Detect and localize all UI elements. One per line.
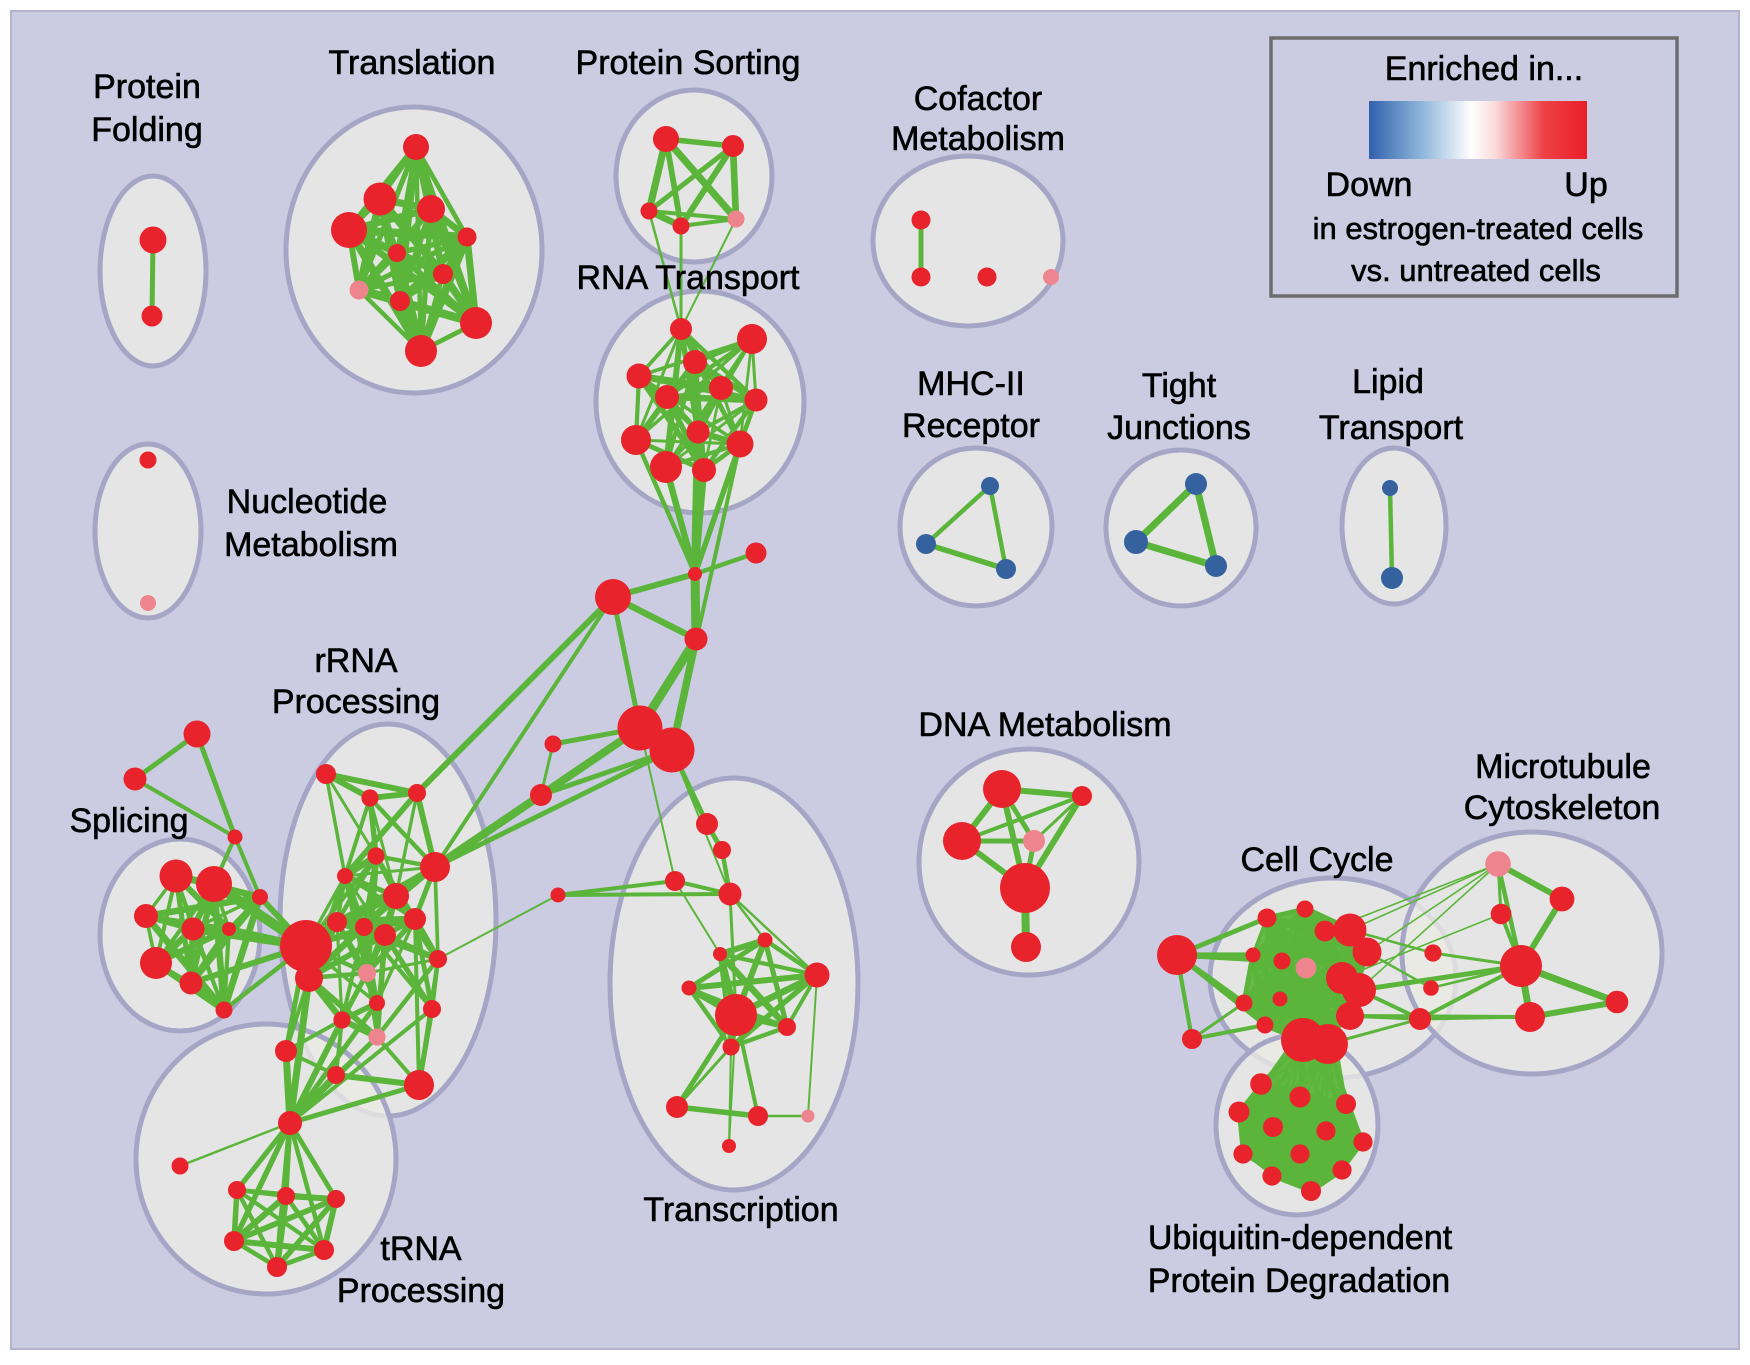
svg-text:MHC-II: MHC-II: [917, 365, 1025, 403]
svg-text:Metabolism: Metabolism: [891, 120, 1065, 158]
svg-text:Up: Up: [1564, 166, 1607, 204]
svg-text:Tight: Tight: [1142, 367, 1217, 405]
svg-text:rRNA: rRNA: [314, 642, 397, 680]
svg-text:Metabolism: Metabolism: [224, 526, 398, 564]
svg-text:Enriched in...: Enriched in...: [1385, 50, 1583, 88]
svg-text:Protein: Protein: [93, 68, 201, 106]
svg-text:Processing: Processing: [272, 683, 440, 721]
svg-text:Transcription: Transcription: [643, 1191, 838, 1229]
svg-text:vs. untreated cells: vs. untreated cells: [1351, 253, 1601, 288]
svg-text:Translation: Translation: [329, 44, 496, 82]
svg-text:Ubiquitin-dependent: Ubiquitin-dependent: [1148, 1219, 1453, 1257]
svg-text:Receptor: Receptor: [902, 407, 1040, 445]
svg-text:Cell Cycle: Cell Cycle: [1240, 841, 1393, 879]
svg-text:DNA Metabolism: DNA Metabolism: [918, 706, 1171, 744]
svg-text:Down: Down: [1326, 166, 1413, 204]
svg-text:in estrogen-treated cells: in estrogen-treated cells: [1313, 211, 1644, 246]
svg-text:Splicing: Splicing: [69, 802, 188, 840]
svg-text:Microtubule: Microtubule: [1475, 748, 1651, 786]
svg-text:Protein Sorting: Protein Sorting: [576, 44, 801, 82]
svg-text:Processing: Processing: [337, 1272, 505, 1310]
svg-text:Cofactor: Cofactor: [914, 80, 1043, 118]
svg-text:Protein Degradation: Protein Degradation: [1148, 1262, 1450, 1300]
svg-text:Folding: Folding: [91, 111, 203, 149]
svg-text:Nucleotide: Nucleotide: [227, 483, 388, 521]
svg-text:Cytoskeleton: Cytoskeleton: [1464, 789, 1661, 827]
svg-text:Transport: Transport: [1319, 409, 1464, 447]
svg-text:tRNA: tRNA: [380, 1230, 462, 1268]
svg-text:Lipid: Lipid: [1352, 363, 1424, 401]
svg-text:Junctions: Junctions: [1107, 409, 1251, 447]
svg-text:RNA Transport: RNA Transport: [577, 259, 801, 297]
